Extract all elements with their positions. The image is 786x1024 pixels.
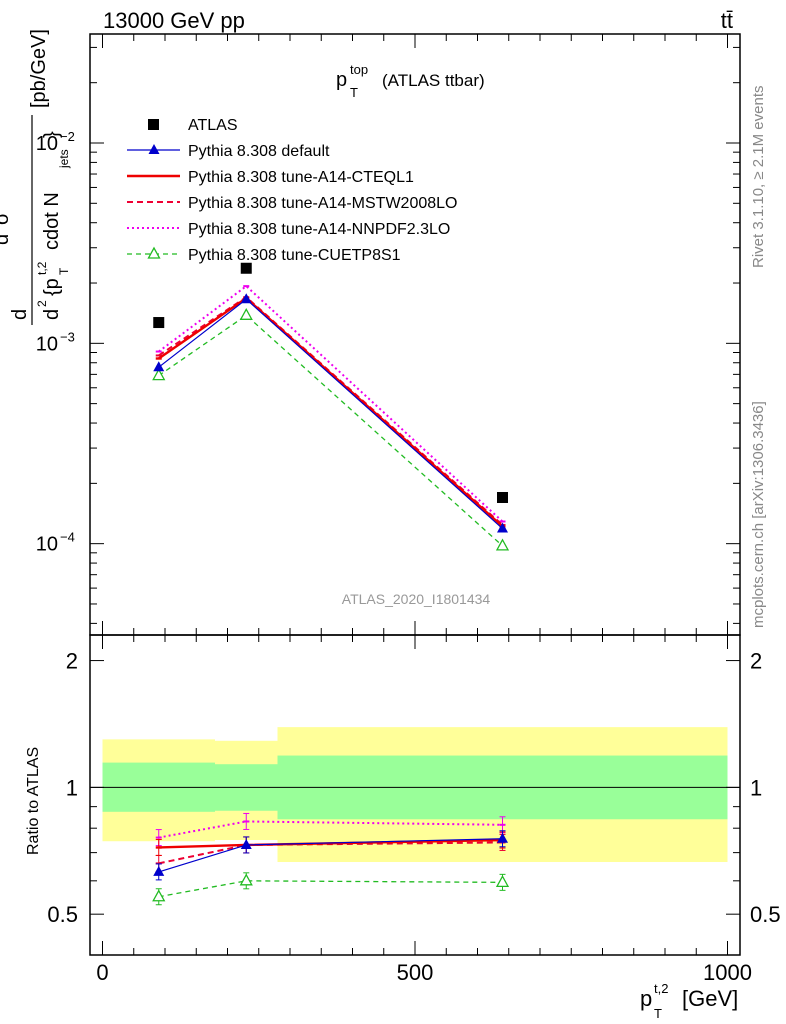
rivet-label: Rivet 3.1.10, ≥ 2.1M events (750, 86, 767, 269)
ratio-uncertainty-bands (102, 727, 728, 863)
legend: ATLAS Pythia 8.308 default Pythia 8.308 tu… (127, 117, 457, 264)
collision-label: 13000 GeV pp (103, 8, 245, 33)
main-line-0 (158, 298, 503, 529)
main-point-0-1 (240, 293, 252, 304)
ratio-ytick-label-left: 0.5 (47, 902, 78, 927)
ratio-line-4 (158, 880, 503, 898)
legend-label-5: Pythia 8.308 tune-CUETP8S1 (188, 247, 401, 264)
main-point-4-2 (495, 538, 510, 551)
main-ytick-label-base: 10 (36, 333, 58, 355)
title-p: p (336, 69, 347, 91)
main-ylabel: d d 2 σ fid d 2 {p t,2 T cdot N jets } [… (0, 29, 71, 325)
ratio-point-0-0 (153, 865, 165, 876)
main-point-4-1 (239, 307, 253, 320)
main-point-0-2 (497, 522, 508, 533)
ratio-line-2 (158, 841, 503, 865)
ylabel-den-sub: T (57, 267, 71, 275)
ratio-ytick-label-left: 1 (66, 775, 78, 800)
ratio-ytick-label-left: 2 (66, 649, 78, 674)
ylabel-den-nsub: jets (57, 149, 71, 169)
legend-marker-0 (148, 119, 159, 130)
ratio-ylabel: Ratio to ATLAS (25, 747, 42, 855)
main-ytick-label-exp: −4 (60, 530, 75, 545)
ratio-point-4-0 (152, 889, 166, 902)
main-line-2 (158, 295, 504, 526)
ylabel-sup2: 2 (0, 225, 1, 232)
mcplots-label: mcplots.cern.ch [arXiv:1306.3436] (750, 401, 767, 628)
x-axis-label: p t,2 T [GeV] (640, 981, 738, 1021)
main-ytick-label-exp: −2 (60, 129, 75, 144)
legend-marker-1 (148, 144, 160, 154)
main-plot-series (152, 262, 510, 551)
main-ytick-label-base: 10 (36, 133, 58, 155)
ylabel-den-rest: cdot N (41, 192, 63, 250)
ylabel-den-d: d (41, 309, 63, 320)
ylabel-sigma: σ (0, 212, 13, 225)
ratio-ytick-label-right: 1 (750, 775, 762, 800)
legend-label-1: Pythia 8.308 default (188, 143, 330, 160)
main-ytick-label-exp: −3 (60, 329, 75, 344)
xlabel-sup: t,2 (654, 981, 668, 996)
xtick-label: 1000 (703, 960, 752, 985)
ratio-plot-series (152, 812, 510, 906)
xlabel-unit: [GeV] (682, 986, 738, 1011)
plot-axes: 10−410−310 −20.5 0.51 12 20 500 1000 (36, 33, 781, 985)
xlabel-p: p (640, 986, 652, 1011)
main-point-0-0 (153, 361, 165, 372)
ylabel-den-p: {p (41, 278, 63, 296)
main-line-1 (158, 296, 504, 528)
ylabel-den-sup: t,2 (35, 261, 49, 275)
analysis-watermark: ATLAS_2020_I1801434 (342, 591, 491, 607)
ylabel-d: d (9, 309, 31, 320)
ratio-ytick-label-right: 2 (750, 649, 762, 674)
title-sub: T (350, 85, 358, 100)
atlas-point-2 (497, 491, 508, 503)
ratio-point-4-1 (239, 873, 253, 886)
legend-label-3: Pythia 8.308 tune-A14-MSTW2008LO (188, 195, 457, 212)
ratio-point-4-2 (495, 875, 510, 888)
atlas-point-0 (153, 317, 165, 329)
legend-label-4: Pythia 8.308 tune-A14-NNPDF2.3LO (188, 221, 450, 238)
main-line-4 (158, 314, 503, 547)
main-plot-title: p top T (ATLAS ttbar) (336, 62, 485, 100)
xlabel-sub: T (654, 1006, 662, 1021)
legend-label-2: Pythia 8.308 tune-A14-CTEQL1 (188, 169, 414, 186)
atlas-point-1 (240, 262, 252, 274)
ylabel-d2sigma: d (0, 234, 13, 245)
xtick-label: 500 (397, 960, 434, 985)
legend-marker-5 (147, 246, 161, 259)
ylabel-den-sup2: 2 (35, 300, 49, 307)
ratio-ytick-label-right: 0.5 (750, 902, 781, 927)
process-label: tt̄ (721, 8, 733, 33)
legend-label-0: ATLAS (188, 117, 238, 134)
ylabel-fid: fid (0, 199, 1, 212)
ratio-point-0-1 (240, 838, 252, 849)
title-rest: (ATLAS ttbar) (382, 71, 485, 90)
title-sup: top (350, 62, 368, 77)
main-ytick-label-base: 10 (36, 534, 58, 556)
ratio-point-0-2 (497, 832, 508, 843)
main-point-4-0 (152, 368, 166, 381)
ylabel-den-close: } (41, 131, 63, 138)
ylabel-unit: [pb/GeV] (28, 29, 50, 108)
main-line-3 (158, 284, 504, 523)
xtick-label: 0 (96, 960, 108, 985)
